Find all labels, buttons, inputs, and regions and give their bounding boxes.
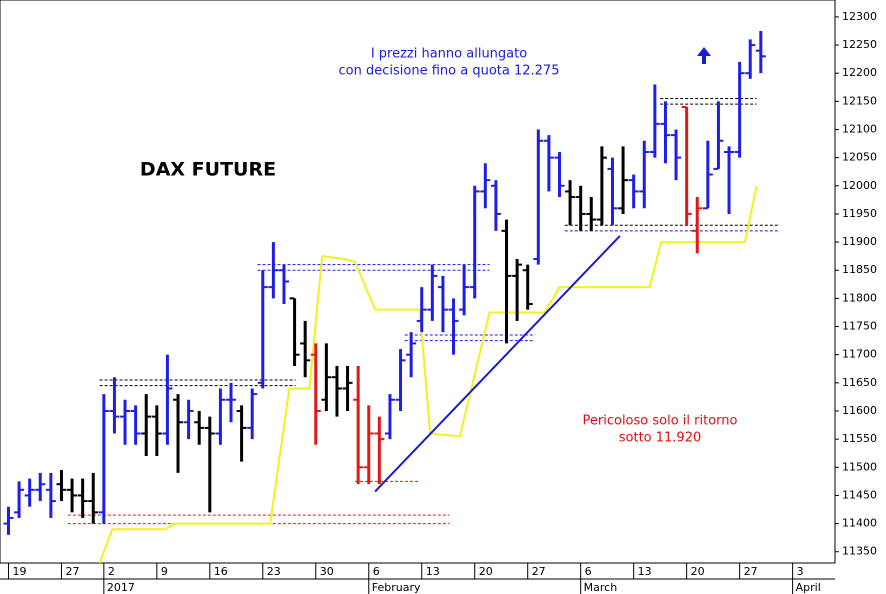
x-tick-label: 27 [532, 565, 546, 578]
x-tick-label: 9 [161, 565, 168, 578]
x-tick-label: 13 [426, 565, 440, 578]
x-tick-label: 20 [691, 565, 705, 578]
x-tick-label: 23 [267, 565, 281, 578]
y-tick-label: 12250 [842, 38, 877, 51]
y-tick-label: 11800 [842, 291, 877, 304]
month-label: April [796, 581, 821, 594]
y-tick-label: 11550 [842, 432, 877, 445]
x-tick-label: 19 [12, 565, 26, 578]
x-tick-label: 6 [373, 565, 380, 578]
x-tick-label: 13 [638, 565, 652, 578]
x-tick-label: 6 [585, 565, 592, 578]
stop-line [98, 185, 758, 563]
y-tick-label: 11400 [842, 517, 877, 530]
y-tick-label: 11850 [842, 263, 877, 276]
x-tick-label: 27 [744, 565, 758, 578]
chart-title: DAX FUTURE [140, 159, 276, 181]
trendline [374, 235, 621, 493]
y-tick-label: 11900 [842, 235, 877, 248]
month-label: March [584, 581, 618, 594]
y-tick-label: 11700 [842, 348, 877, 361]
x-tick-label: 27 [65, 565, 79, 578]
y-tick-label: 12150 [842, 94, 877, 107]
y-tick-label: 11450 [842, 488, 877, 501]
x-tick-label: 30 [320, 565, 334, 578]
y-tick-label: 11600 [842, 404, 877, 417]
y-tick-label: 12000 [842, 179, 877, 192]
y-tick-label: 11350 [842, 545, 877, 558]
annotation: Pericoloso solo il ritorno [583, 414, 738, 429]
annotation: con decisione fino a quota 12.275 [339, 64, 560, 79]
y-tick-label: 11950 [842, 207, 877, 220]
plot-area [3, 30, 780, 563]
x-tick-label: 2 [108, 565, 115, 578]
y-tick-label: 11500 [842, 460, 877, 473]
x-tick-label: 3 [797, 565, 804, 578]
y-tick-label: 11650 [842, 376, 877, 389]
x-tick-label: 20 [479, 565, 493, 578]
up-arrow [697, 47, 711, 64]
y-tick-label: 12050 [842, 151, 877, 164]
y-tick-label: 12100 [842, 122, 877, 135]
plot-frame [0, 0, 836, 564]
y-tick-label: 11750 [842, 320, 877, 333]
month-label: February [372, 581, 421, 594]
month-label: 2017 [107, 581, 135, 594]
annotation: sotto 11.920 [619, 431, 702, 446]
annotation: I prezzi hanno allungato [371, 47, 527, 62]
x-tick-label: 16 [214, 565, 228, 578]
y-tick-label: 12300 [842, 10, 877, 23]
y-tick-label: 12200 [842, 66, 877, 79]
